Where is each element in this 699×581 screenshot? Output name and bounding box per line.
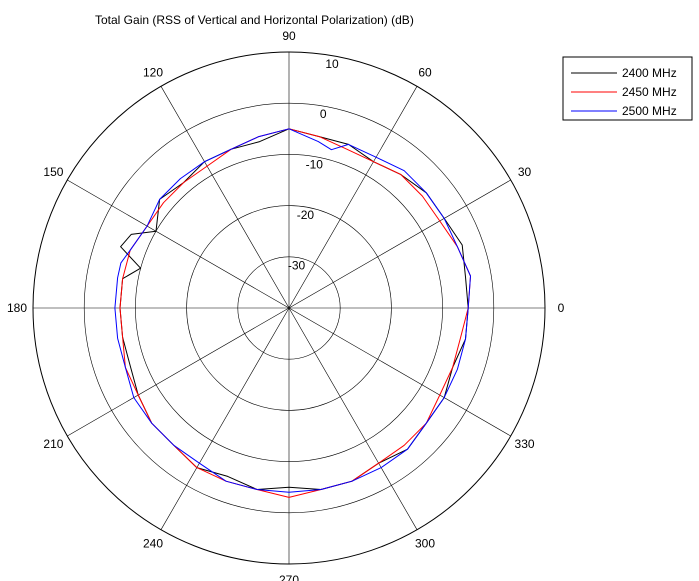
series-layer	[114, 128, 471, 498]
ring-labels: 10 0 -10 -20 -30	[288, 57, 339, 273]
ring-tick-label: -10	[306, 158, 324, 172]
angle-tick-label: 120	[143, 65, 163, 79]
series-line	[119, 128, 471, 498]
series-line	[114, 128, 471, 493]
grid-spoke	[160, 307, 290, 530]
angle-tick-label: 270	[279, 573, 299, 581]
angle-tick-label: 300	[415, 537, 435, 551]
angle-tick-label: 240	[143, 537, 163, 551]
angle-tick-label: 210	[43, 437, 63, 451]
grid-spoke	[67, 179, 290, 309]
grid-spoke	[288, 179, 511, 309]
legend-box	[562, 56, 693, 121]
ring-tick-label: 10	[325, 57, 339, 71]
ring-tick-label: 0	[320, 107, 327, 121]
angle-tick-label: 330	[515, 437, 535, 451]
angle-tick-label: 60	[418, 65, 432, 79]
polar-grid	[32, 51, 546, 565]
legend-label: 2400 MHz	[622, 66, 677, 80]
angle-tick-label: 180	[7, 301, 27, 315]
grid-spoke	[288, 86, 418, 309]
angle-tick-label: 30	[518, 165, 532, 179]
angle-labels: 0 30 60 90 120 150 180 210 240 270 300 330	[7, 29, 565, 581]
ring-tick-label: -20	[297, 208, 315, 222]
chart-title: Total Gain (RSS of Vertical and Horizont…	[95, 13, 414, 27]
ring-tick-label: -30	[288, 258, 306, 272]
legend-label: 2450 MHz	[622, 85, 677, 99]
grid-spoke	[67, 307, 290, 437]
grid-spoke	[160, 86, 290, 309]
angle-tick-label: 0	[558, 301, 565, 315]
grid-spoke	[288, 307, 418, 530]
legend-label: 2500 MHz	[622, 104, 677, 118]
angle-tick-label: 150	[43, 165, 63, 179]
grid-spoke	[288, 307, 511, 437]
angle-tick-label: 90	[282, 29, 296, 43]
legend: 2400 MHz 2450 MHz 2500 MHz	[562, 56, 693, 121]
